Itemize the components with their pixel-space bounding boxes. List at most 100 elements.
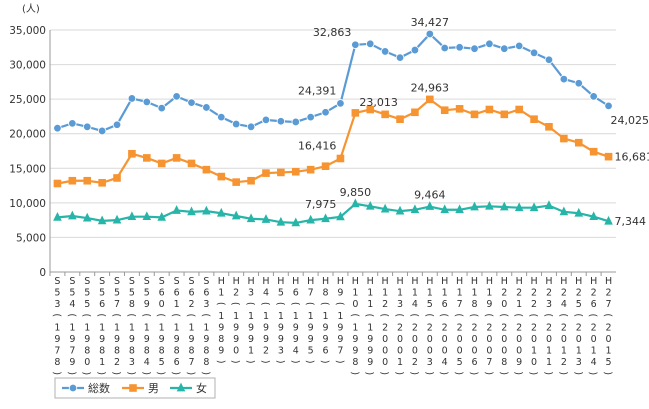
x-tick-char: 2 — [516, 322, 522, 333]
data-label: 16,416 — [298, 139, 337, 152]
x-tick-char: 2 — [561, 322, 567, 333]
data-point — [351, 198, 360, 208]
x-tick-char: 5 — [144, 288, 150, 299]
x-tick-char: ) — [602, 371, 613, 375]
x-tick-char: 2 — [114, 357, 120, 368]
x-tick-char: 1 — [471, 288, 477, 299]
x-tick-char: H — [590, 276, 597, 287]
x-tick-char: 2 — [442, 322, 448, 333]
x-tick-char: ) — [423, 371, 434, 375]
x-tick-char: 0 — [84, 357, 90, 368]
x-tick-char: 9 — [218, 346, 224, 357]
data-point — [157, 212, 167, 221]
x-tick-char: 9 — [337, 288, 343, 299]
x-tick-char: 6 — [323, 346, 329, 357]
x-tick-char: 7 — [54, 346, 60, 357]
x-tick-char: H — [218, 276, 225, 287]
x-tick-char: 3 — [203, 299, 209, 310]
x-tick-char: 9 — [114, 334, 120, 345]
data-point — [574, 207, 584, 217]
x-tick-char: 5 — [99, 288, 105, 299]
x-tick-char: 6 — [591, 299, 597, 310]
x-tick-char: 1 — [174, 299, 180, 310]
x-tick-char: ) — [185, 371, 196, 375]
x-tick-char: 0 — [501, 299, 507, 310]
x-tick-char: H — [337, 276, 344, 287]
x-tick-char: ) — [542, 371, 553, 375]
x-tick-char: ) — [289, 360, 300, 364]
x-tick-char: 4 — [144, 357, 150, 368]
data-point — [381, 110, 389, 119]
x-tick-char: 9 — [293, 334, 299, 345]
x-tick-char: 7 — [114, 299, 120, 310]
x-tick-char: ( — [274, 302, 285, 306]
x-tick-char: 9 — [352, 334, 358, 345]
x-tick-char: 9 — [69, 357, 75, 368]
data-point — [336, 211, 345, 221]
x-tick-char: H — [322, 276, 329, 287]
x-tick-char: ) — [51, 371, 62, 375]
x-tick-char: ) — [111, 371, 122, 375]
x-tick-char: 2 — [606, 288, 612, 299]
x-tick-char: ) — [364, 371, 375, 375]
x-tick-char: 1 — [129, 322, 135, 333]
x-tick-char: 1 — [308, 311, 314, 322]
x-tick-char: ( — [245, 302, 256, 306]
x-tick-char: ) — [468, 371, 479, 375]
x-tick-char: 0 — [397, 346, 403, 357]
y-tick-label: 35,000 — [9, 25, 46, 37]
data-point — [426, 95, 434, 104]
x-tick-char: 2 — [516, 288, 522, 299]
x-tick-char: ( — [170, 313, 181, 317]
x-tick-char: 0 — [412, 334, 418, 345]
x-tick-char: 9 — [203, 334, 209, 345]
x-tick-char: ) — [408, 371, 419, 375]
x-tick-char: 6 — [99, 299, 105, 310]
x-tick-char: 2 — [531, 288, 537, 299]
data-point — [321, 213, 330, 223]
data-label: 7,344 — [615, 215, 647, 228]
x-tick-char: 1 — [367, 288, 373, 299]
x-tick-char: 9 — [278, 334, 284, 345]
data-point — [97, 215, 107, 225]
x-tick-char: 9 — [308, 334, 314, 345]
x-tick-char: 4 — [561, 299, 567, 310]
data-point — [440, 106, 449, 115]
data-point — [574, 79, 583, 88]
x-tick-char: 9 — [159, 334, 165, 345]
x-tick-char: 4 — [412, 299, 418, 310]
x-tick-char: 0 — [606, 334, 612, 345]
data-point — [574, 138, 583, 147]
x-tick-char: ( — [185, 313, 196, 317]
x-tick-char: 1 — [323, 311, 329, 322]
x-tick-char: 1 — [352, 322, 358, 333]
x-tick-char: 0 — [442, 346, 448, 357]
data-point — [82, 212, 92, 222]
x-tick-char: S — [84, 276, 90, 287]
x-tick-char: 3 — [546, 299, 552, 310]
x-tick-char: 7 — [486, 357, 492, 368]
data-point — [187, 98, 196, 107]
x-tick-char: 0 — [531, 357, 537, 368]
data-point — [336, 99, 345, 108]
x-tick-char: 8 — [129, 346, 135, 357]
data-point — [365, 200, 375, 210]
x-tick-char: ( — [498, 313, 509, 317]
data-point — [68, 119, 77, 128]
data-point — [470, 44, 479, 53]
x-tick-char: H — [531, 276, 538, 287]
y-tick-label: 20,000 — [9, 129, 46, 141]
x-tick-char: ( — [319, 302, 330, 306]
x-tick-char: ( — [140, 313, 151, 317]
x-tick-char: 0 — [501, 334, 507, 345]
legend-item: 女 — [170, 381, 207, 395]
x-tick-char: 1 — [591, 346, 597, 357]
data-point — [366, 39, 375, 49]
